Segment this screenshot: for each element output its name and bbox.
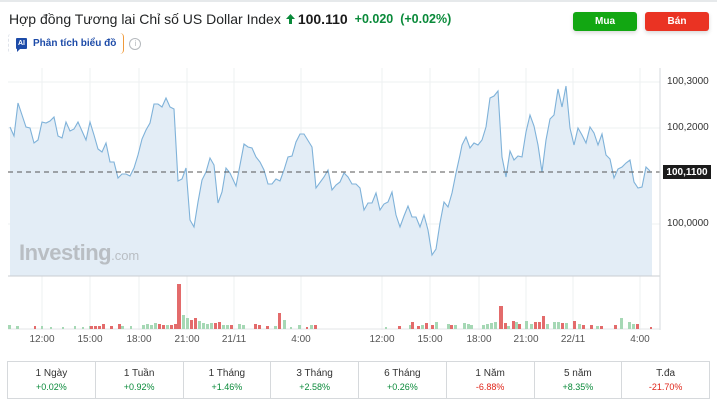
perf-period: 1 Ngày bbox=[35, 368, 68, 379]
sell-button[interactable]: Bán bbox=[645, 12, 709, 31]
up-arrow-icon bbox=[285, 14, 295, 24]
perf-period: 6 Tháng bbox=[384, 368, 421, 379]
perf-cell-1-day[interactable]: 1 Ngày +0.02% bbox=[8, 362, 96, 398]
performance-table: 1 Ngày +0.02% 1 Tuần +0.92% 1 Tháng +1.4… bbox=[7, 361, 710, 399]
watermark-brand: Investing bbox=[19, 240, 112, 265]
perf-cell-3-months[interactable]: 3 Tháng +2.58% bbox=[271, 362, 359, 398]
change-pct: (+0.02%) bbox=[400, 12, 452, 26]
perf-period: 1 Năm bbox=[475, 368, 505, 379]
x-tick-label: 21:00 bbox=[174, 334, 200, 345]
x-tick-label: 22/11 bbox=[560, 334, 586, 345]
x-tick-label: 12:00 bbox=[369, 334, 395, 345]
perf-period: 1 Tháng bbox=[208, 368, 246, 379]
x-tick-label: 21:00 bbox=[513, 334, 539, 345]
y-tick-label: 100,0000 bbox=[667, 218, 709, 229]
ai-analysis-label: Phân tích biểu đồ bbox=[33, 38, 117, 49]
ai-chart-analysis-button[interactable]: AI Phân tích biểu đồ bbox=[8, 33, 125, 54]
instrument-title: Hợp đồng Tương lai Chỉ số US Dollar Inde… bbox=[9, 11, 281, 27]
watermark-suffix: .com bbox=[111, 248, 140, 263]
perf-period: 1 Tuần bbox=[123, 368, 155, 379]
perf-value: -21.70% bbox=[648, 382, 683, 392]
perf-value: +0.26% bbox=[386, 382, 418, 392]
last-price: 100.110 bbox=[297, 11, 348, 27]
change-abs: +0.020 bbox=[354, 12, 394, 26]
ai-icon: AI bbox=[16, 38, 27, 52]
top-divider bbox=[0, 0, 717, 2]
perf-period: T.đa bbox=[656, 368, 676, 379]
price-chart[interactable] bbox=[0, 62, 717, 352]
y-tick-label: 100,2000 bbox=[667, 122, 709, 133]
instrument-header: Hợp đồng Tương lai Chỉ số US Dollar Inde… bbox=[9, 9, 451, 29]
x-tick-label: 18:00 bbox=[126, 334, 152, 345]
perf-period: 5 năm bbox=[563, 368, 592, 379]
x-tick-label: 15:00 bbox=[417, 334, 443, 345]
price-change: +0.020 (+0.02%) bbox=[355, 12, 452, 26]
x-tick-label: 21/11 bbox=[221, 334, 247, 345]
x-tick-label: 4:00 bbox=[630, 334, 650, 345]
y-tick-label: 100,3000 bbox=[667, 76, 709, 87]
perf-cell-1-month[interactable]: 1 Tháng +1.46% bbox=[184, 362, 272, 398]
buy-button[interactable]: Mua bbox=[573, 12, 637, 31]
perf-cell-5-years[interactable]: 5 năm +8.35% bbox=[535, 362, 623, 398]
investing-watermark: Investing.com bbox=[19, 240, 139, 266]
x-tick-label: 4:00 bbox=[291, 334, 311, 345]
perf-value: +1.46% bbox=[211, 382, 243, 392]
x-tick-label: 12:00 bbox=[29, 334, 55, 345]
perf-value: +8.35% bbox=[562, 382, 594, 392]
perf-period: 3 Tháng bbox=[296, 368, 333, 379]
perf-cell-1-year[interactable]: 1 Năm -6.88% bbox=[447, 362, 535, 398]
perf-cell-6-months[interactable]: 6 Tháng +0.26% bbox=[359, 362, 447, 398]
ai-analysis-bar: AI Phân tích biểu đồ i bbox=[8, 33, 142, 54]
perf-cell-1-week[interactable]: 1 Tuần +0.92% bbox=[96, 362, 184, 398]
x-tick-label: 15:00 bbox=[77, 334, 103, 345]
info-icon[interactable]: i bbox=[129, 37, 142, 50]
perf-cell-max[interactable]: T.đa -21.70% bbox=[622, 362, 709, 398]
price-line bbox=[9, 85, 651, 257]
volume-bars bbox=[8, 284, 652, 329]
perf-value: +2.58% bbox=[299, 382, 331, 392]
perf-value: +0.02% bbox=[35, 382, 67, 392]
price-area bbox=[10, 86, 652, 276]
x-tick-label: 18:00 bbox=[466, 334, 492, 345]
current-price-tag: 100,1100 bbox=[663, 165, 711, 179]
perf-value: -6.88% bbox=[475, 382, 505, 392]
perf-value: +0.92% bbox=[123, 382, 155, 392]
